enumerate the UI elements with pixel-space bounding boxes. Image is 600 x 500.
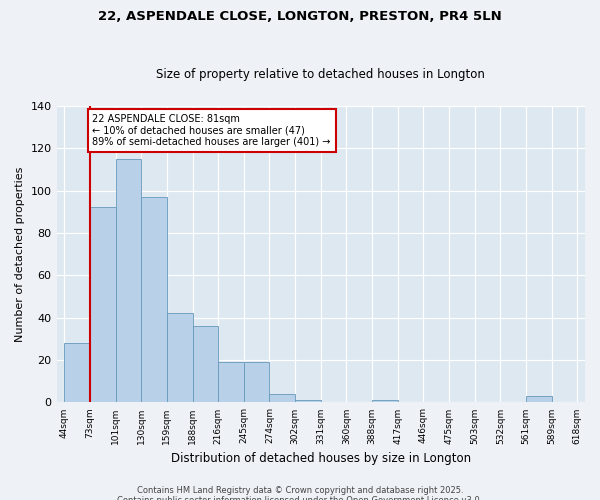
Y-axis label: Number of detached properties: Number of detached properties bbox=[15, 166, 25, 342]
Bar bbox=[372, 400, 398, 402]
Bar bbox=[116, 159, 141, 402]
Bar bbox=[64, 343, 90, 402]
Text: Contains public sector information licensed under the Open Government Licence v3: Contains public sector information licen… bbox=[118, 496, 482, 500]
Bar bbox=[167, 314, 193, 402]
Bar bbox=[218, 362, 244, 403]
Bar bbox=[526, 396, 551, 402]
X-axis label: Distribution of detached houses by size in Longton: Distribution of detached houses by size … bbox=[171, 452, 471, 465]
Title: Size of property relative to detached houses in Longton: Size of property relative to detached ho… bbox=[157, 68, 485, 81]
Bar bbox=[269, 394, 295, 402]
Bar bbox=[90, 208, 116, 402]
Bar bbox=[244, 362, 269, 403]
Bar bbox=[193, 326, 218, 402]
Bar bbox=[141, 197, 167, 402]
Text: Contains HM Land Registry data © Crown copyright and database right 2025.: Contains HM Land Registry data © Crown c… bbox=[137, 486, 463, 495]
Text: 22, ASPENDALE CLOSE, LONGTON, PRESTON, PR4 5LN: 22, ASPENDALE CLOSE, LONGTON, PRESTON, P… bbox=[98, 10, 502, 23]
Text: 22 ASPENDALE CLOSE: 81sqm
← 10% of detached houses are smaller (47)
89% of semi-: 22 ASPENDALE CLOSE: 81sqm ← 10% of detac… bbox=[92, 114, 331, 148]
Bar bbox=[295, 400, 321, 402]
